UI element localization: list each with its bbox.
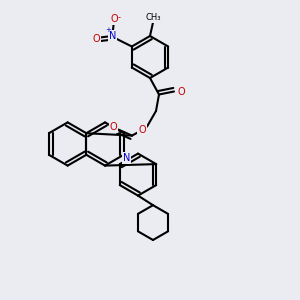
- Text: CH₃: CH₃: [146, 13, 161, 22]
- Text: O: O: [92, 34, 100, 44]
- Text: O: O: [110, 14, 118, 25]
- Text: N: N: [123, 153, 130, 163]
- Text: O: O: [138, 125, 146, 135]
- Text: -: -: [117, 13, 120, 22]
- Text: N: N: [109, 31, 116, 41]
- Text: O: O: [110, 122, 117, 132]
- Text: O: O: [178, 86, 185, 97]
- Text: +: +: [105, 27, 111, 33]
